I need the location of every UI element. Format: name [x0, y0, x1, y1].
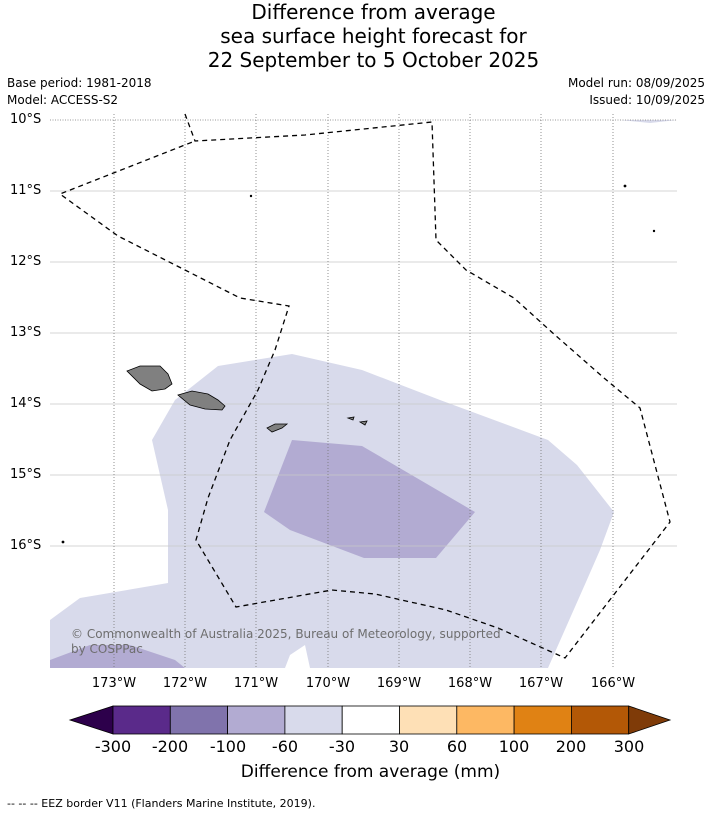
lat-label-15s: 15°S	[10, 467, 42, 482]
lat-label-10s: 10°S	[10, 112, 42, 127]
lon-label-172w: 172°W	[162, 676, 208, 691]
lat-label-13s: 13°S	[10, 325, 42, 340]
colorbar-segment	[341, 705, 400, 735]
cb-tick-200: 200	[555, 737, 587, 756]
lon-label-170w: 170°W	[305, 676, 351, 691]
colorbar-segment	[571, 705, 630, 735]
cb-tick-60: 60	[446, 737, 468, 756]
cb-tick-100: 100	[498, 737, 530, 756]
lat-label-11s: 11°S	[10, 183, 42, 198]
colorbar-segment	[456, 705, 515, 735]
anomaly-region-top-right	[620, 120, 677, 123]
title-line-2: sea surface height forecast for	[220, 24, 527, 48]
colorbar-extend-low	[68, 705, 114, 735]
eez-border-legend: -- -- -- EEZ border V11 (Flanders Marine…	[7, 797, 316, 810]
cb-tick-minus-200: -200	[151, 737, 189, 756]
islet-1	[249, 194, 253, 198]
eez-samoa	[58, 113, 671, 659]
anomaly-region-minus-60	[264, 440, 475, 558]
ofu-island	[346, 416, 355, 421]
colorbar-segment	[169, 705, 229, 735]
lon-label-171w: 171°W	[233, 676, 279, 691]
lat-label-12s: 12°S	[10, 254, 42, 269]
title-line-3: 22 September to 5 October 2025	[207, 48, 540, 72]
islet-2	[623, 184, 627, 188]
colorbar-segment	[112, 705, 171, 735]
anomaly-region-bottom-left	[50, 645, 185, 668]
lon-label-166w: 166°W	[590, 676, 636, 691]
cb-tick-minus-100: -100	[209, 737, 247, 756]
base-period: Base period: 1981-2018	[7, 76, 152, 90]
colorbar-segment	[227, 705, 286, 735]
islet-3	[652, 229, 656, 233]
eez-borders	[58, 113, 671, 659]
gridlines	[50, 114, 677, 668]
islet-4	[61, 540, 65, 544]
lon-label-168w: 168°W	[447, 676, 493, 691]
base-period-info: Base period: 1981-2018 Model: ACCESS-S2	[7, 75, 152, 109]
savaii-island	[126, 365, 173, 392]
sea-level-map	[50, 113, 677, 668]
model-run-info: Model run: 08/09/2025 Issued: 10/09/2025	[568, 75, 705, 109]
copyright-notice: © Commonwealth of Australia 2025, Bureau…	[71, 627, 501, 656]
colorbar-title: Difference from average (mm)	[240, 762, 501, 782]
tutuila-island	[266, 423, 289, 433]
lon-label-167w: 167°W	[518, 676, 564, 691]
lat-label-14s: 14°S	[10, 396, 42, 411]
colorbar-segments	[68, 705, 672, 735]
cb-tick-minus-60: -60	[271, 737, 299, 756]
colorbar-segment	[284, 705, 343, 735]
model-name: Model: ACCESS-S2	[7, 93, 119, 107]
model-run: Model run: 08/09/2025	[567, 76, 705, 90]
issued-date: Issued: 10/09/2025	[589, 93, 705, 107]
cb-tick-minus-30: -30	[328, 737, 356, 756]
cb-tick-minus-300: -300	[94, 737, 132, 756]
tau-island	[358, 420, 368, 426]
map-title: Difference from average sea surface heig…	[0, 0, 713, 72]
colorbar-segment	[513, 705, 572, 735]
upolu-island	[177, 390, 226, 411]
colorbar-segment	[399, 705, 458, 735]
colorbar-extend-high	[628, 705, 672, 735]
contour-layer	[50, 120, 677, 668]
lat-label-16s: 16°S	[10, 538, 42, 553]
cb-tick-300: 300	[613, 737, 645, 756]
lon-label-173w: 173°W	[91, 676, 137, 691]
islands	[61, 184, 656, 544]
lon-label-169w: 169°W	[376, 676, 422, 691]
cb-tick-30: 30	[388, 737, 410, 756]
title-line-1: Difference from average	[251, 0, 496, 24]
